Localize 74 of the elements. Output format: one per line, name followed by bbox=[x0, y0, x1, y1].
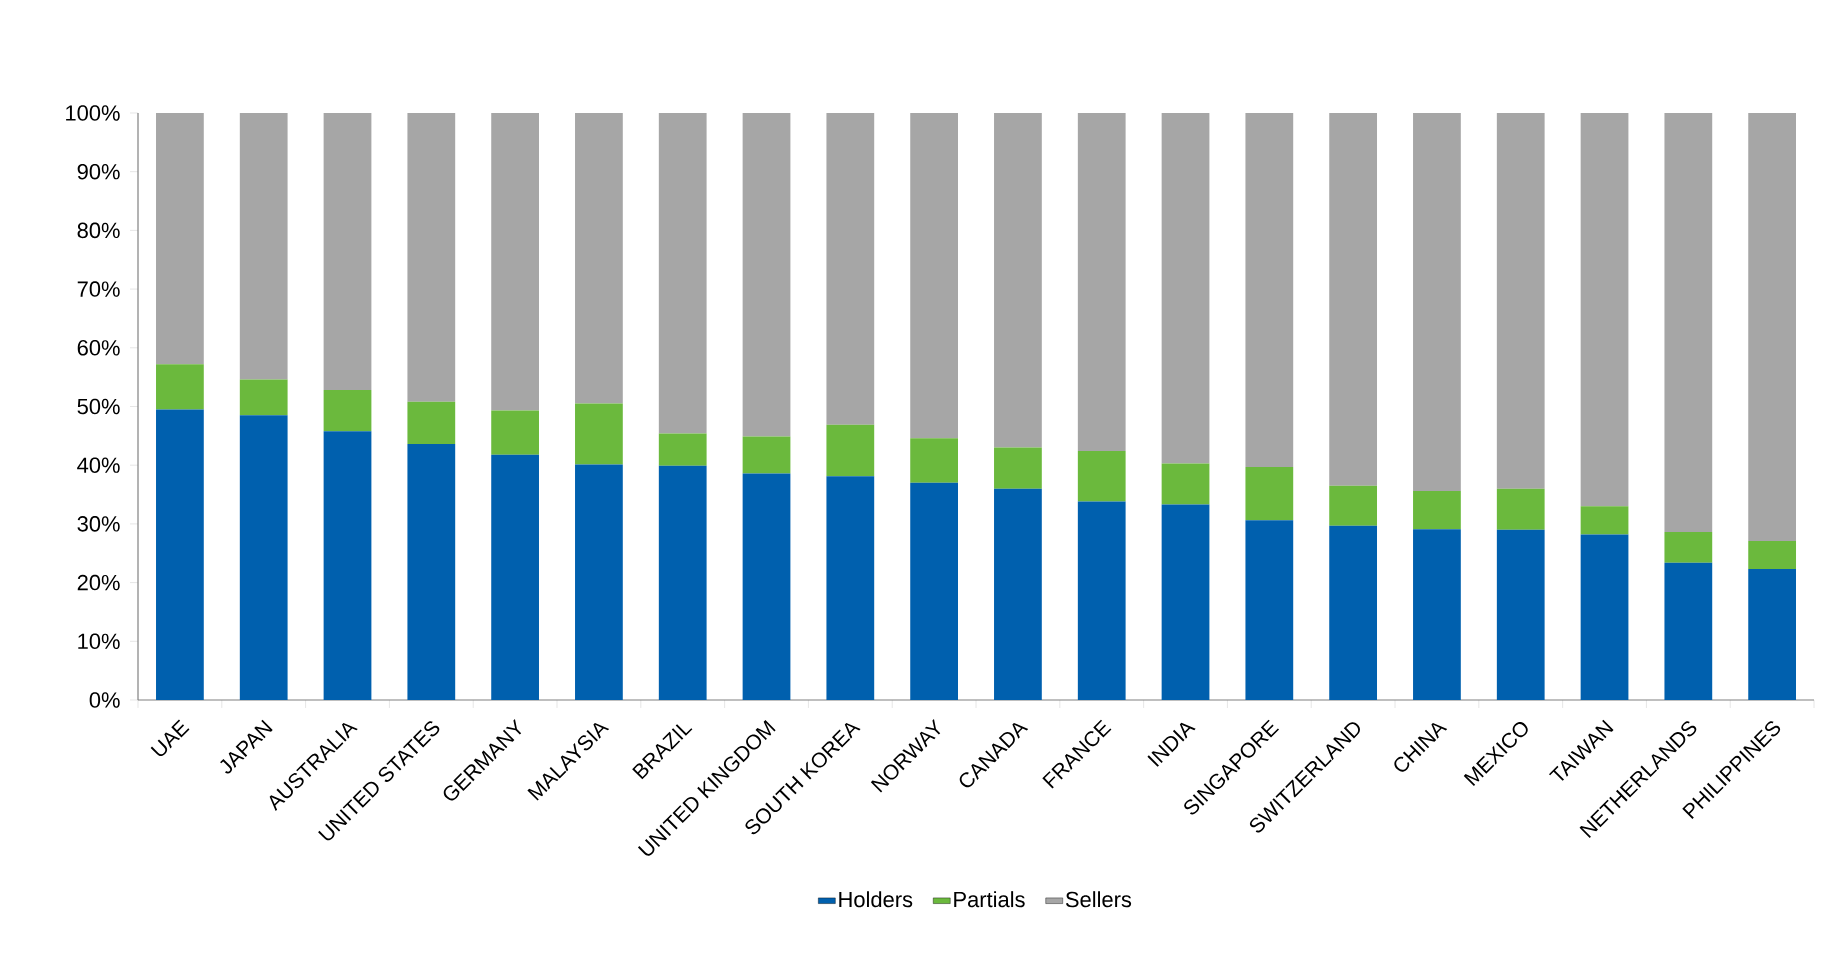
bar bbox=[910, 482, 958, 700]
bar bbox=[1245, 520, 1294, 700]
bar bbox=[658, 433, 707, 466]
y-tick-label: 90% bbox=[77, 163, 120, 180]
bar bbox=[1413, 529, 1461, 700]
bar bbox=[1413, 491, 1461, 530]
bar bbox=[156, 364, 204, 410]
bar bbox=[994, 488, 1042, 700]
bar bbox=[1413, 112, 1461, 492]
bar bbox=[491, 112, 539, 411]
bar bbox=[1748, 540, 1797, 570]
bar bbox=[1245, 466, 1294, 521]
bar bbox=[1664, 112, 1713, 533]
bar bbox=[1329, 525, 1378, 700]
bar bbox=[1580, 112, 1629, 507]
bar bbox=[575, 464, 623, 700]
y-tick-label: 100% bbox=[66, 105, 120, 121]
bar bbox=[1496, 112, 1545, 489]
bar bbox=[1245, 112, 1294, 467]
bar bbox=[1329, 112, 1378, 486]
bar bbox=[323, 390, 372, 432]
bar bbox=[156, 112, 204, 365]
bar bbox=[491, 410, 539, 455]
bar bbox=[994, 447, 1042, 489]
bar bbox=[323, 112, 372, 391]
bar bbox=[491, 454, 539, 700]
bar bbox=[1748, 569, 1797, 700]
bar bbox=[658, 112, 707, 434]
bar bbox=[156, 409, 204, 700]
legend-label: Sellers bbox=[1065, 891, 1132, 908]
y-tick-label: 30% bbox=[77, 516, 120, 532]
bar bbox=[1496, 488, 1545, 530]
bar bbox=[239, 112, 288, 380]
bar bbox=[742, 473, 791, 700]
bar bbox=[1664, 562, 1713, 700]
y-tick-label: 40% bbox=[77, 457, 120, 473]
bar bbox=[407, 112, 456, 402]
bar bbox=[1580, 506, 1629, 535]
bar bbox=[1161, 504, 1210, 700]
bar bbox=[742, 112, 791, 437]
y-tick-label: 70% bbox=[77, 281, 120, 297]
y-tick-label: 0% bbox=[89, 692, 120, 708]
bar bbox=[1077, 112, 1126, 452]
bar bbox=[239, 415, 288, 700]
bar bbox=[1329, 485, 1378, 526]
bar bbox=[1077, 451, 1126, 502]
legend-label: Holders bbox=[839, 891, 913, 908]
bar bbox=[407, 444, 456, 700]
y-tick-label: 20% bbox=[77, 574, 120, 591]
bar bbox=[1664, 532, 1713, 563]
bar bbox=[1748, 112, 1797, 541]
y-tick-label: 10% bbox=[78, 633, 120, 650]
bar bbox=[1496, 529, 1545, 700]
bar bbox=[1161, 463, 1210, 505]
bar bbox=[910, 112, 958, 439]
bar bbox=[575, 403, 623, 465]
bar bbox=[910, 438, 958, 483]
y-tick-label: 80% bbox=[77, 222, 120, 239]
bar bbox=[1077, 501, 1126, 700]
bar bbox=[575, 112, 623, 404]
bar bbox=[658, 465, 707, 700]
bar bbox=[323, 431, 372, 700]
bar bbox=[1580, 534, 1629, 700]
legend-label: Partials bbox=[954, 891, 1025, 908]
bar bbox=[239, 379, 288, 416]
y-tick-label: 60% bbox=[77, 340, 120, 356]
bar bbox=[994, 112, 1042, 448]
bar bbox=[742, 436, 791, 474]
bar bbox=[1161, 112, 1210, 464]
y-tick-label: 50% bbox=[77, 398, 120, 415]
bar bbox=[826, 112, 875, 425]
bar bbox=[826, 424, 875, 477]
bar bbox=[826, 476, 875, 700]
bar bbox=[407, 401, 456, 445]
